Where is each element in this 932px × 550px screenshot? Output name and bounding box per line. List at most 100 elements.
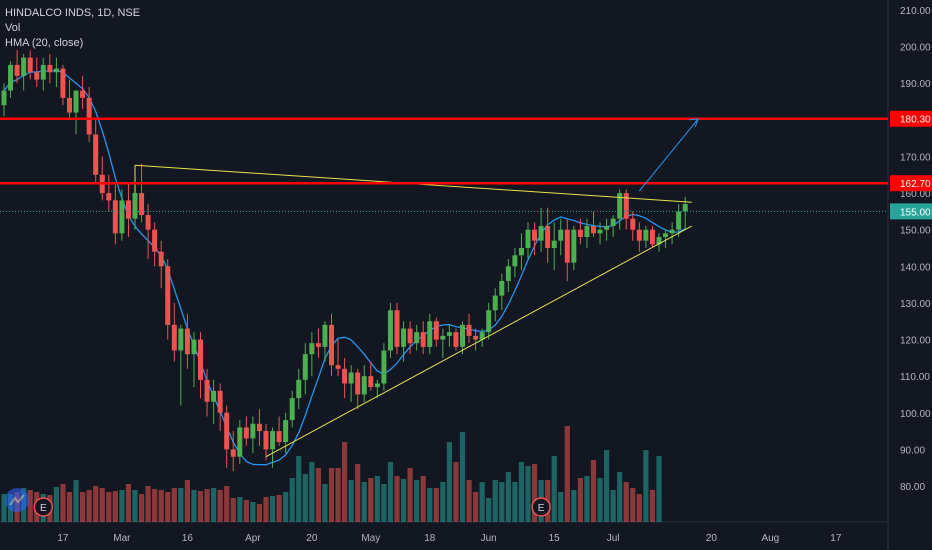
volume-bar bbox=[250, 502, 256, 522]
candle-body bbox=[191, 339, 197, 355]
volume-bar bbox=[217, 490, 223, 522]
volume-bar bbox=[73, 480, 79, 522]
volume-bar bbox=[106, 492, 112, 522]
volume-bar bbox=[590, 460, 597, 522]
volume-bar bbox=[564, 426, 570, 522]
candle-body bbox=[368, 376, 374, 388]
candle-body bbox=[329, 324, 334, 366]
volume-bar bbox=[525, 466, 531, 522]
volume-bar bbox=[276, 495, 282, 522]
volume-bar bbox=[165, 492, 171, 522]
candle-body bbox=[178, 328, 184, 351]
y-tick-label: 140.00 bbox=[900, 262, 931, 273]
volume-bar bbox=[433, 488, 439, 522]
candle-body bbox=[486, 310, 492, 333]
projection-arrow bbox=[638, 118, 699, 192]
volume-bar bbox=[99, 488, 105, 522]
candle-body bbox=[342, 368, 348, 384]
x-tick-label: 17 bbox=[830, 533, 842, 544]
x-tick-label: Mar bbox=[113, 533, 131, 544]
candle-body bbox=[256, 423, 262, 432]
candle-body bbox=[53, 68, 59, 73]
candle-body bbox=[591, 226, 596, 234]
volume-bar bbox=[604, 450, 610, 522]
volume-bar bbox=[152, 489, 158, 522]
candle-body bbox=[296, 379, 302, 399]
volume-bar bbox=[505, 472, 511, 522]
candle-body bbox=[433, 321, 439, 340]
y-tick-label: 120.00 bbox=[900, 336, 931, 347]
candle-body bbox=[518, 248, 524, 256]
candle-body bbox=[335, 365, 341, 369]
x-tick-label: Jun bbox=[481, 533, 497, 544]
y-tick-label: 100.00 bbox=[900, 409, 931, 420]
volume-bar bbox=[551, 456, 557, 522]
volume-bar bbox=[597, 478, 603, 522]
y-tick-label: 210.00 bbox=[900, 6, 931, 17]
volume-bar bbox=[315, 468, 321, 522]
y-tick-label: 110.00 bbox=[900, 372, 930, 383]
volume-bar bbox=[119, 490, 125, 522]
volume-bar bbox=[211, 488, 217, 522]
y-tick-label: 190.00 bbox=[900, 79, 931, 90]
candle-body bbox=[355, 372, 361, 395]
y-tick-label: 170.00 bbox=[900, 152, 931, 163]
volume-bar bbox=[623, 482, 629, 522]
x-tick-label: 18 bbox=[424, 533, 436, 544]
candle-body bbox=[610, 218, 616, 227]
candle-body bbox=[283, 420, 289, 443]
volume-bar bbox=[171, 488, 177, 522]
chart-legend: HINDALCO INDS, 1D, NSE Vol HMA (20, clos… bbox=[5, 6, 140, 51]
level-price-tag: 162.70 bbox=[900, 179, 931, 190]
candle-body bbox=[676, 211, 682, 230]
candle-body bbox=[315, 343, 321, 347]
candle-body bbox=[545, 226, 551, 248]
candle-body bbox=[119, 200, 125, 234]
x-tick-label: Apr bbox=[245, 533, 261, 544]
volume-bar bbox=[224, 486, 230, 522]
candle-body bbox=[93, 134, 99, 175]
volume-bar bbox=[610, 490, 616, 522]
volume-bar bbox=[518, 462, 525, 522]
tradingview-logo-icon[interactable] bbox=[5, 488, 29, 512]
volume-bar bbox=[381, 484, 387, 522]
volume-bar bbox=[296, 456, 302, 522]
candle-body bbox=[538, 226, 544, 241]
candle-body bbox=[171, 324, 177, 351]
level-price-tag-bg bbox=[890, 110, 932, 127]
volume-bar bbox=[374, 476, 380, 522]
candle-body bbox=[243, 427, 249, 439]
candle-body bbox=[184, 328, 190, 355]
candle-body bbox=[571, 229, 577, 263]
x-tick-label: 20 bbox=[706, 533, 718, 544]
candle-body bbox=[492, 295, 498, 311]
volume-bar bbox=[571, 490, 577, 522]
candle-body bbox=[669, 229, 675, 234]
volume-bar bbox=[479, 482, 485, 522]
last-price-tag: 155.00 bbox=[900, 207, 931, 218]
candle-body bbox=[420, 332, 426, 347]
candle-body bbox=[263, 431, 269, 450]
candle-body bbox=[604, 226, 610, 230]
volume-bar bbox=[322, 484, 328, 522]
volume-bar bbox=[230, 498, 236, 522]
candle-body bbox=[106, 193, 112, 201]
volume-bar bbox=[486, 498, 492, 522]
candle-body bbox=[158, 251, 164, 267]
volume-bar bbox=[649, 490, 656, 522]
candle-body bbox=[525, 229, 531, 248]
candle-body bbox=[14, 64, 20, 76]
volume-bar bbox=[394, 476, 400, 522]
candle-body bbox=[27, 57, 33, 73]
volume-bar bbox=[335, 468, 341, 522]
y-tick-label: 90.00 bbox=[900, 445, 925, 456]
volume-bar bbox=[283, 492, 289, 522]
candle-body bbox=[512, 255, 518, 267]
x-tick-label: 20 bbox=[306, 533, 318, 544]
candle-body bbox=[636, 229, 642, 241]
last-price-tag-bg bbox=[890, 203, 932, 220]
candle-body bbox=[649, 229, 655, 245]
volume-bar bbox=[256, 504, 263, 522]
volume-bar bbox=[584, 476, 590, 522]
